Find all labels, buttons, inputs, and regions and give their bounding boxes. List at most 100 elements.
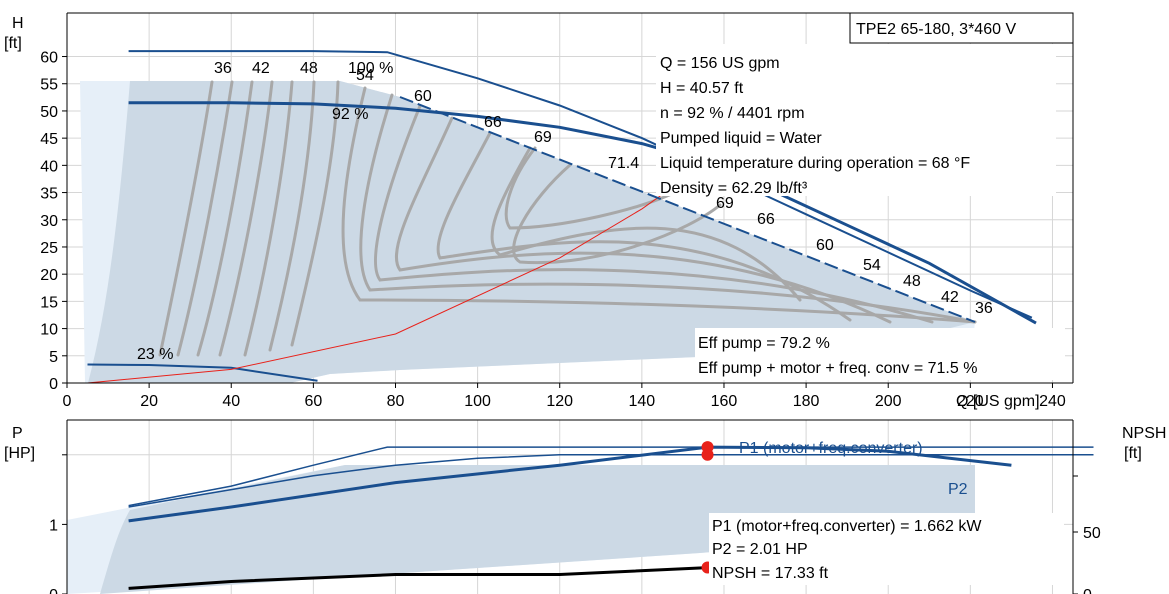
power-ylabel-unit: [HP] (4, 445, 35, 462)
eff-contour-60-left (243, 80, 294, 357)
qh-y-tick-label: 40 (40, 158, 58, 175)
qh-x-tick-label: 180 (793, 393, 820, 410)
eff-contour-d (394, 116, 892, 324)
qh-x-tick-label: 100 (464, 393, 491, 410)
qh-y-tick-label: 35 (40, 186, 58, 203)
npsh-ylabel: NPSH (1122, 425, 1166, 442)
eff-contour-b (359, 93, 977, 324)
power-ylabel: P (12, 425, 23, 442)
qh-y-tick-label: 60 (40, 50, 58, 67)
eff-contour-a (341, 86, 977, 324)
info-line: n = 92 % / 4401 rpm (660, 105, 805, 122)
power-plot: 0 1 0 50 P [HP] NPSH [ft] P1 (motor+freq.co… (4, 419, 1166, 594)
eff-contour-f (490, 146, 802, 302)
efficiency-contours (158, 80, 977, 357)
legend-p1: P1 (motor+freq.converter) (739, 440, 923, 457)
eff-label-48: 48 (300, 60, 318, 77)
eff-label-69-lower: 69 (716, 195, 734, 212)
power-curve-0 (128, 446, 1094, 507)
eff-contour-g (512, 163, 722, 265)
speed-label-23: 23 % (137, 346, 173, 363)
qh-curve-min (87, 363, 318, 382)
qh-curve-duty (128, 101, 1037, 325)
qh-plot: 0 20 40 60 80 100 120 140 160 180 200 220 240 0 5 10 15 2… (4, 12, 1074, 410)
npsh-y-tick-label: 0 (1083, 587, 1092, 594)
speed-labels: 100 % 92 % 23 % (137, 60, 393, 363)
npsh-y-tick-label: 50 (1083, 525, 1101, 542)
power-info-bg (709, 513, 1064, 585)
info-box: Q = 156 US gpm H = 40.57 ft n = 92 % / 4… (660, 55, 970, 197)
eff-label-66-lower: 66 (757, 211, 775, 228)
title-box (849, 12, 1074, 44)
eff-label-36-lower: 36 (975, 300, 993, 317)
system-curve (87, 161, 708, 384)
eff-label-48-lower: 48 (903, 273, 921, 290)
eff-line: Eff pump = 79.2 % (698, 335, 830, 352)
eff-label-54: 54 (356, 67, 374, 84)
power-info-line: P1 (motor+freq.converter) = 1.662 kW (712, 518, 982, 535)
qh-y-tick-label: 10 (40, 322, 58, 339)
eff-contour-c (374, 104, 934, 324)
eff-label-60: 60 (414, 88, 432, 105)
efficiency-labels: 36 42 48 54 60 66 69 71.4 69 66 60 54 48… (214, 60, 993, 317)
npsh-ylabel-unit: [ft] (1124, 445, 1142, 462)
qh-x-tick-label: 60 (304, 393, 322, 410)
power-envelope (100, 465, 975, 594)
qh-curve-max (128, 50, 1033, 319)
qh-y-tick-label: 0 (49, 376, 58, 393)
qh-x-tick-label: 0 (63, 393, 72, 410)
info-line: Liquid temperature during operation = 68… (660, 155, 970, 172)
qh-x-tick-label: 200 (875, 393, 902, 410)
qh-series (87, 50, 1037, 384)
qh-x-tick-label: 220 (957, 393, 984, 410)
power-y-tick-label: 0 (49, 587, 58, 594)
qh-x-tick-label: 40 (222, 393, 240, 410)
eff-label-60-lower: 60 (816, 237, 834, 254)
info-line: Density = 62.29 lb/ft³ (660, 180, 808, 197)
qh-y-tick-label: 45 (40, 131, 58, 148)
eff-contour-69-left (290, 80, 340, 347)
speed-label-92: 92 % (332, 106, 368, 123)
qh-x-tick-label: 80 (387, 393, 405, 410)
max-curve-dashed (399, 96, 976, 323)
qh-x-tick-label: 240 (1039, 393, 1066, 410)
qh-x-tick-label: 140 (629, 393, 656, 410)
eff-label-42: 42 (252, 60, 270, 77)
chart-title: TPE2 65-180, 3*460 V (856, 21, 1016, 38)
power-info-line: NPSH = 17.33 ft (712, 565, 829, 582)
eff-label-69: 69 (534, 129, 552, 146)
legend-p2: P2 (948, 481, 968, 498)
eff-contour-e (436, 131, 852, 322)
power-info-box: P1 (motor+freq.converter) = 1.662 kW P2 … (712, 518, 982, 582)
eff-contour-42-left (176, 80, 234, 357)
eff-label-54-lower: 54 (863, 257, 881, 274)
eff-contour-h (504, 146, 682, 230)
eff-box: Eff pump = 79.2 % Eff pump + motor + fre… (698, 335, 977, 377)
eff-label-71-4: 71.4 (608, 155, 639, 172)
power-y-tick-label: 1 (49, 517, 58, 534)
info-line: Q = 156 US gpm (660, 55, 780, 72)
qh-ticks: 0 20 40 60 80 100 120 140 160 180 200 220 240 0 5 10 15 2… (40, 50, 1066, 410)
power-ticks: 0 1 0 50 (49, 454, 1101, 594)
eff-line: Eff pump + motor + freq. conv = 71.5 % (698, 360, 977, 377)
eff-label-66: 66 (484, 114, 502, 131)
info-box-bg (656, 44, 1056, 196)
power-curve-p1-duty (128, 445, 1012, 523)
qh-y-tick-label: 15 (40, 294, 58, 311)
eff-label-36: 36 (214, 60, 232, 77)
power-info-line: P2 = 2.01 HP (712, 541, 808, 558)
qh-y-tick-label: 25 (40, 240, 58, 257)
info-line: Pumped liquid = Water (660, 130, 822, 147)
eff-box-bg (695, 328, 1065, 380)
qh-y-tick-label: 5 (49, 349, 58, 366)
eff-contour-66-left (268, 80, 316, 352)
qh-y-tick-label: 55 (40, 77, 58, 94)
qh-x-tick-label: 20 (140, 393, 158, 410)
info-line: H = 40.57 ft (660, 80, 744, 97)
qh-ylabel: H (12, 15, 24, 32)
power-duty-point (701, 448, 714, 461)
qh-xlabel: Q [US gpm] (956, 393, 1040, 410)
eff-contour-36-left (158, 80, 214, 357)
speed-label-100: 100 % (348, 60, 393, 77)
